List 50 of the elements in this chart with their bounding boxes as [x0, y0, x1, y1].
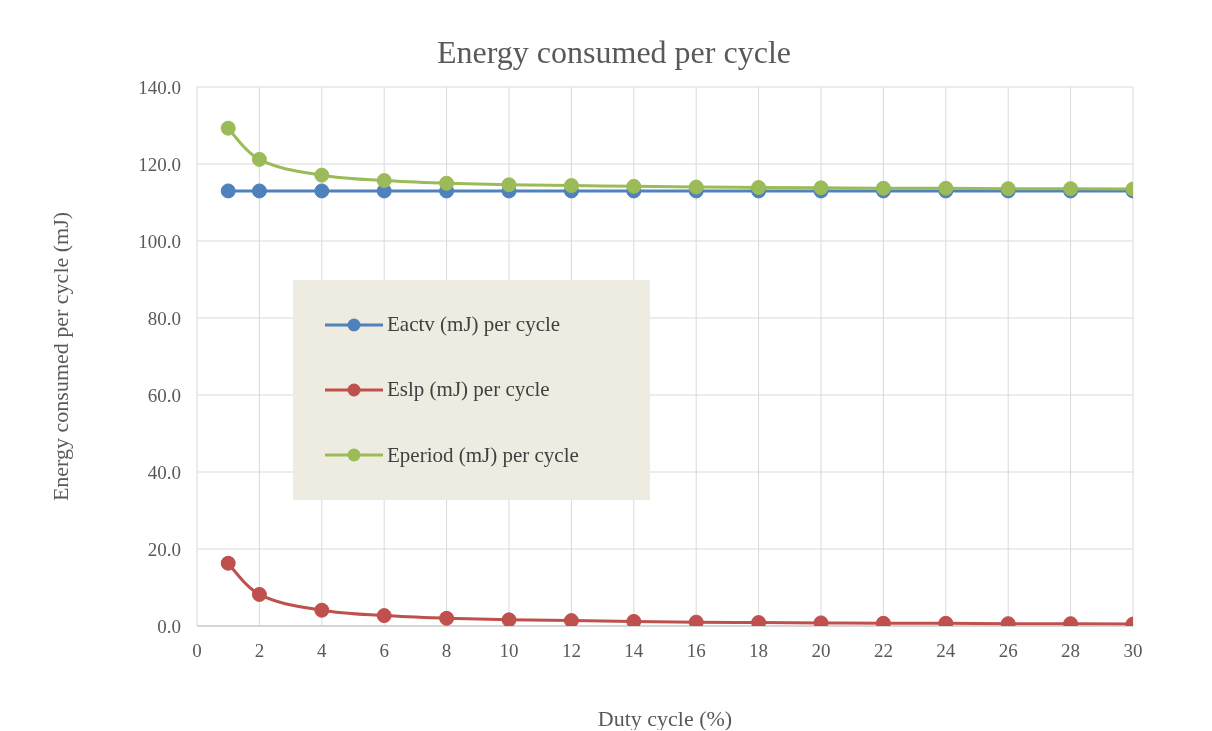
point: [563, 613, 579, 626]
x-tick-label: 26: [998, 640, 1018, 662]
point: [751, 179, 767, 195]
y-tick-label: 140.0: [138, 76, 181, 98]
x-tick-label: 14: [624, 640, 644, 662]
x-tick-label: 22: [873, 640, 893, 662]
x-tick-label: 16: [686, 640, 706, 662]
y-tick-label: 100.0: [138, 230, 181, 252]
point: [314, 602, 330, 618]
y-tick-label: 0.0: [157, 615, 181, 637]
y-tick-label: 60.0: [147, 384, 181, 406]
y-axis-title: Energy consumed per cycle (mJ): [47, 211, 73, 502]
x-tick-label: 0: [192, 640, 202, 662]
point: [220, 183, 236, 199]
y-tick-label: 80.0: [147, 307, 181, 329]
point: [501, 612, 517, 626]
point: [439, 610, 455, 626]
chart-title: Energy consumed per cycle: [436, 34, 792, 71]
point: [220, 120, 236, 136]
x-tick-label: 20: [811, 640, 831, 662]
point: [251, 151, 267, 167]
y-tick-label: 20.0: [147, 538, 181, 560]
legend-label: Eactv (mJ) per cycle: [387, 312, 561, 338]
point: [251, 586, 267, 602]
point: [220, 555, 236, 571]
x-tick-label: 12: [561, 640, 581, 662]
x-tick-label: 28: [1061, 640, 1081, 662]
x-axis-title: Duty cycle (%): [597, 706, 733, 731]
point: [626, 613, 642, 626]
x-tick-label: 18: [749, 640, 769, 662]
point: [376, 173, 392, 189]
x-tick-label: 24: [936, 640, 956, 662]
point: [563, 178, 579, 194]
point: [251, 183, 267, 199]
x-tick-label: 4: [317, 640, 328, 662]
point: [314, 167, 330, 183]
point: [439, 175, 455, 191]
x-tick-label: 6: [379, 640, 389, 662]
legend-label: Eslp (mJ) per cycle: [387, 377, 550, 403]
y-tick-label: 40.0: [147, 461, 181, 483]
x-tick-label: 10: [499, 640, 519, 662]
x-tick-label: 30: [1123, 640, 1143, 662]
point: [314, 183, 330, 199]
legend-label: Eperiod (mJ) per cycle: [387, 442, 579, 468]
point: [688, 179, 704, 195]
x-tick-label: 8: [441, 640, 452, 662]
point: [501, 177, 517, 193]
y-tick-label: 120.0: [138, 153, 181, 175]
point: [626, 178, 642, 194]
x-tick-label: 2: [254, 640, 265, 662]
